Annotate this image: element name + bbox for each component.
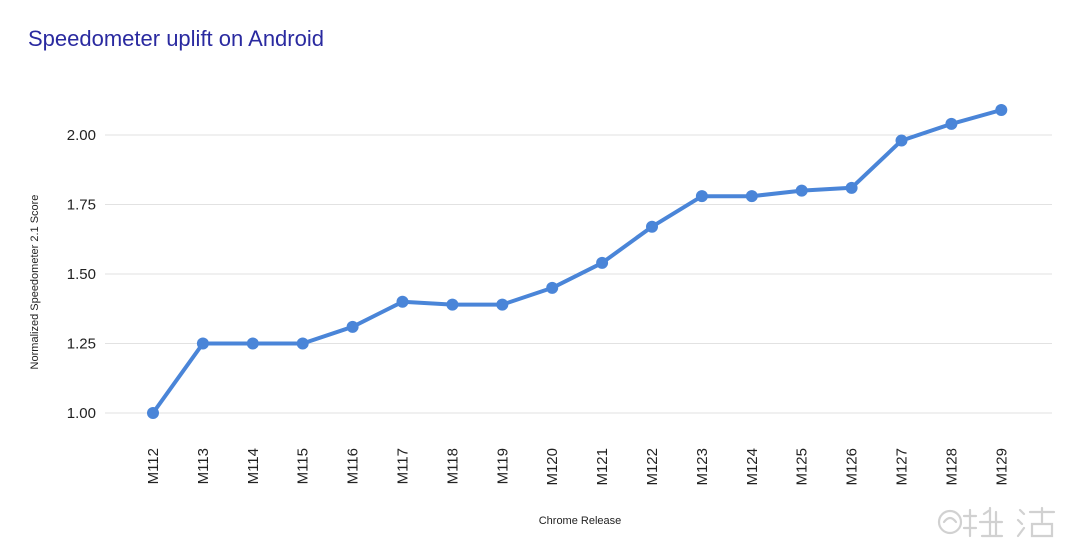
data-point	[296, 337, 309, 350]
x-tick-label: M116	[345, 448, 362, 484]
x-axis-label: Chrome Release	[539, 515, 622, 527]
x-tick-label: M112	[145, 448, 162, 484]
data-point	[346, 320, 359, 333]
x-tick-label: M113	[195, 448, 212, 484]
x-tick-label: M117	[395, 448, 412, 484]
x-tick-label: M120	[544, 448, 561, 486]
data-point	[795, 184, 808, 197]
data-point	[695, 190, 708, 203]
data-point	[845, 181, 858, 194]
y-tick-label: 2.00	[67, 127, 96, 144]
x-tick-label: M121	[594, 448, 611, 486]
x-tick-label: M119	[494, 448, 511, 484]
x-tick-label: M124	[744, 448, 761, 486]
x-tick-label: M129	[993, 448, 1010, 486]
data-point	[895, 134, 908, 147]
x-tick-label: M122	[644, 448, 661, 486]
x-tick-label: M118	[444, 448, 461, 484]
y-tick-label: 1.50	[67, 266, 96, 283]
data-point	[646, 220, 658, 233]
data-point	[596, 256, 609, 269]
x-tick-label: M114	[245, 448, 262, 484]
data-point	[396, 295, 409, 308]
y-tick-label: 1.75	[67, 197, 96, 214]
x-tick-label: M128	[943, 448, 960, 486]
data-point	[995, 103, 1008, 116]
y-axis-ticks: 1.00 1.25 1.50 1.75 2.00	[67, 127, 96, 422]
x-tick-label: M123	[694, 448, 711, 486]
x-tick-label: M115	[295, 448, 312, 484]
data-point	[546, 281, 559, 294]
watermark-logo	[937, 506, 1056, 538]
data-point	[945, 117, 958, 130]
data-point	[446, 298, 459, 311]
data-point	[246, 337, 259, 350]
series	[147, 103, 1008, 419]
y-tick-label: 1.25	[67, 336, 96, 353]
y-axis-label: Normalized Speedometer 2.1 Score	[29, 195, 41, 370]
x-axis-ticks: M112 M113 M114 M115 M116 M117 M118 M119 M120 M121…	[145, 448, 1010, 486]
data-point	[196, 337, 209, 350]
x-tick-label: M127	[894, 448, 911, 486]
chart-title: Speedometer uplift on Android	[28, 26, 324, 51]
y-tick-label: 1.00	[67, 405, 96, 422]
x-tick-label: M125	[794, 448, 811, 486]
data-point	[745, 190, 758, 203]
x-tick-label: M126	[844, 448, 861, 486]
data-point	[147, 407, 159, 419]
series-line	[151, 108, 1004, 415]
data-point	[496, 298, 509, 311]
